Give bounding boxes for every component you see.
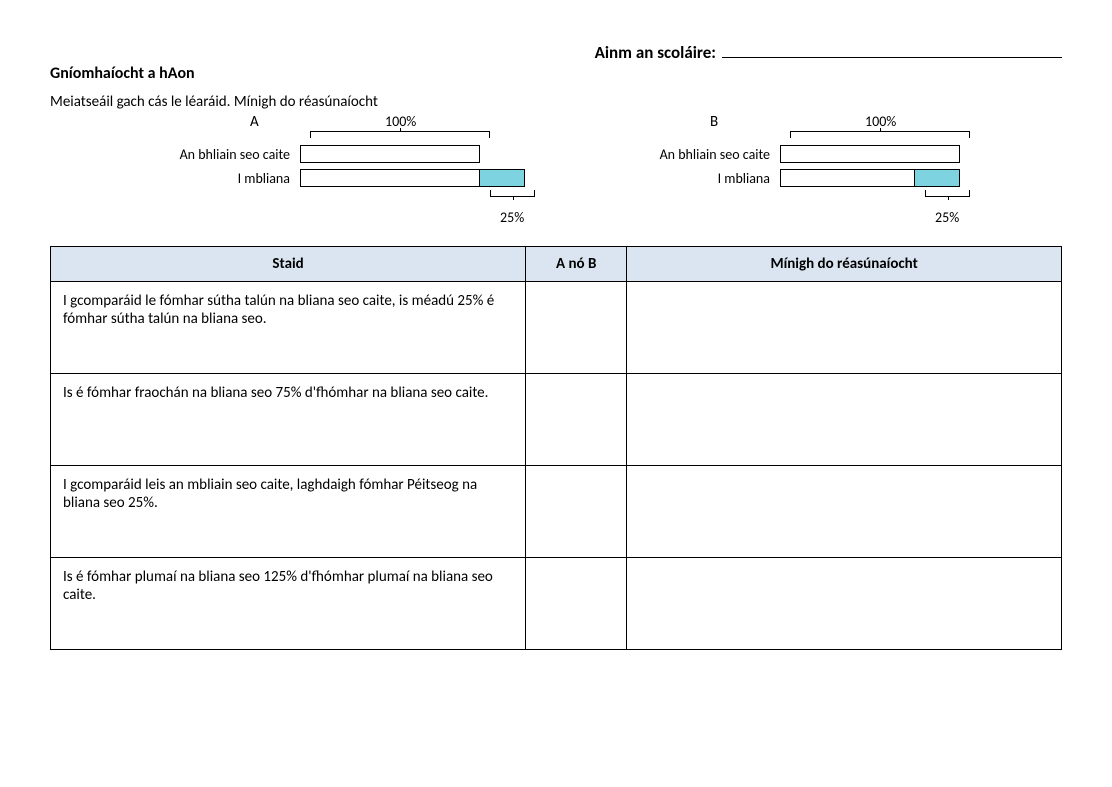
diagram-b-bar1 (780, 145, 960, 163)
diagram-a-bar2-fill (479, 170, 524, 186)
diagram-b-brace-top (790, 131, 970, 141)
name-label: Ainm an scoláire: (595, 42, 716, 63)
table-header-row: Staid A nó B Mínigh do réasúnaíocht (51, 247, 1062, 282)
diagram-b: B 100% An bhliain seo caite I mbliana 25… (650, 113, 1030, 228)
cell-ab[interactable] (526, 558, 627, 650)
diagram-b-bot-pct: 25% (935, 209, 959, 226)
diagram-a-bar1 (300, 145, 480, 163)
diagram-b-row1-label: An bhliain seo caite (650, 146, 780, 163)
cell-staid: Is é fómhar plumaí na bliana seo 125% d'… (51, 558, 526, 650)
header-ab: A nó B (526, 247, 627, 282)
cell-staid: I gcomparáid leis an mbliain seo caite, … (51, 466, 526, 558)
diagram-b-bar2 (780, 169, 960, 187)
table-row: I gcomparáid le fómhar sútha talún na bl… (51, 282, 1062, 374)
diagram-a-bar2 (300, 169, 525, 187)
diagram-a: A 100% An bhliain seo caite I mbliana 25… (170, 113, 550, 228)
student-name-block: Ainm an scoláire: (595, 40, 1062, 63)
diagrams-container: A 100% An bhliain seo caite I mbliana 25… (170, 113, 1062, 228)
diagram-b-brace-bot (925, 189, 970, 197)
cell-reason[interactable] (627, 558, 1062, 650)
diagram-a-bot-pct: 25% (500, 209, 524, 226)
name-input-line[interactable] (722, 40, 1062, 58)
table-row: I gcomparáid leis an mbliain seo caite, … (51, 466, 1062, 558)
diagram-b-row2: I mbliana (650, 169, 960, 187)
cell-ab[interactable] (526, 374, 627, 466)
cell-ab[interactable] (526, 282, 627, 374)
instruction-text: Meiatseáil gach cás le léaráid. Mínigh d… (50, 93, 1062, 111)
diagram-a-brace-bot (490, 189, 535, 197)
table-row: Is é fómhar plumaí na bliana seo 125% d'… (51, 558, 1062, 650)
diagram-a-letter: A (250, 113, 259, 131)
diagram-b-bar2-fill (914, 170, 959, 186)
diagram-a-brace-top (310, 131, 490, 141)
header-staid: Staid (51, 247, 526, 282)
diagram-a-row1: An bhliain seo caite (170, 145, 480, 163)
cell-reason[interactable] (627, 282, 1062, 374)
activity-title: Gníomhaíocht a hAon (50, 64, 195, 83)
table-body: I gcomparáid le fómhar sútha talún na bl… (51, 282, 1062, 650)
diagram-a-row2: I mbliana (170, 169, 525, 187)
diagram-b-letter: B (710, 113, 718, 131)
diagram-b-row1: An bhliain seo caite (650, 145, 960, 163)
diagram-b-row2-label: I mbliana (650, 170, 780, 187)
diagram-a-row2-label: I mbliana (170, 170, 300, 187)
cell-reason[interactable] (627, 374, 1062, 466)
cell-staid: I gcomparáid le fómhar sútha talún na bl… (51, 282, 526, 374)
diagram-a-row1-label: An bhliain seo caite (170, 146, 300, 163)
worksheet-table: Staid A nó B Mínigh do réasúnaíocht I gc… (50, 246, 1062, 650)
header-reason: Mínigh do réasúnaíocht (627, 247, 1062, 282)
header-row: Gníomhaíocht a hAon Ainm an scoláire: (50, 40, 1062, 83)
cell-ab[interactable] (526, 466, 627, 558)
cell-staid: Is é fómhar fraochán na bliana seo 75% d… (51, 374, 526, 466)
cell-reason[interactable] (627, 466, 1062, 558)
table-row: Is é fómhar fraochán na bliana seo 75% d… (51, 374, 1062, 466)
